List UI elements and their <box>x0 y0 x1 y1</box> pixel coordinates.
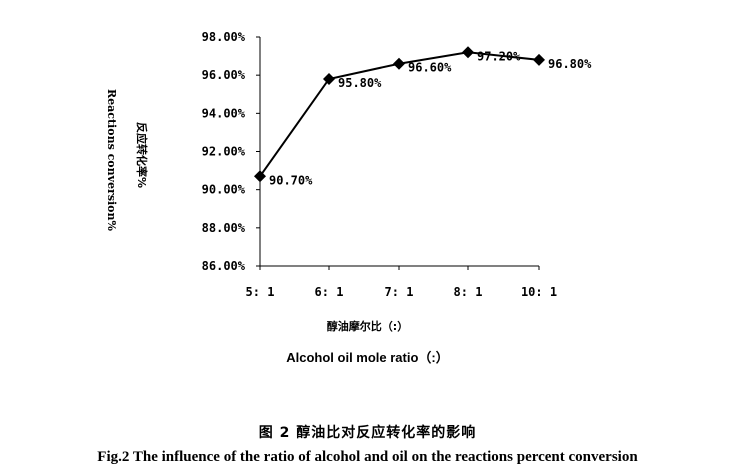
series-line <box>259 51 540 177</box>
chart-axes <box>259 37 539 267</box>
y-tick-label: 98.00% <box>202 30 246 44</box>
series-group: 90.70% 95.80% 96.60% 97.20% 96.80% <box>254 46 592 187</box>
x-tick-label: 6: 1 <box>315 285 344 299</box>
x-tick-label: 7: 1 <box>385 285 414 299</box>
y-tick-label: 88.00% <box>202 221 246 235</box>
x-axis-title-cn: 醇油摩尔比（:） <box>326 320 409 333</box>
data-label: 96.80% <box>548 57 592 71</box>
x-axis-ticks: 5: 1 6: 1 7: 1 8: 1 10: 1 <box>246 266 557 299</box>
figure-caption-cn: 图 2 醇油比对反应转化率的影响 <box>258 425 477 441</box>
y-tick-label: 90.00% <box>202 183 246 197</box>
data-label: 97.20% <box>477 49 521 63</box>
data-point-marker <box>462 46 474 59</box>
data-point-marker <box>393 57 405 70</box>
data-point-marker <box>254 170 266 183</box>
y-axis-ticks: 86.00% 88.00% 90.00% 92.00% 94.00% 96.00% 98.0… <box>202 30 260 273</box>
y-tick-label: 92.00% <box>202 145 246 159</box>
y-axis-title-cn: 反应转化率% <box>135 122 149 188</box>
y-axis-title-en: Reactions conversion% <box>105 89 118 232</box>
x-tick-label: 8: 1 <box>454 285 483 299</box>
data-label: 90.70% <box>269 173 313 187</box>
y-tick-label: 86.00% <box>202 259 246 273</box>
x-axis-title-en: Alcohol oil mole ratio（:） <box>286 350 449 365</box>
x-tick-label: 5: 1 <box>246 285 275 299</box>
y-tick-label: 94.00% <box>202 106 246 120</box>
y-axis-title-group: 反应转化率% Reactions conversion% <box>105 89 149 232</box>
data-point-marker <box>533 53 545 66</box>
figure-caption-en: Fig.2 The influence of the ratio of alco… <box>97 449 638 465</box>
x-tick-label: 10: 1 <box>521 285 557 299</box>
data-label: 96.60% <box>408 61 452 75</box>
data-point-marker <box>323 72 335 85</box>
data-label: 95.80% <box>338 76 382 90</box>
y-tick-label: 96.00% <box>202 68 246 82</box>
